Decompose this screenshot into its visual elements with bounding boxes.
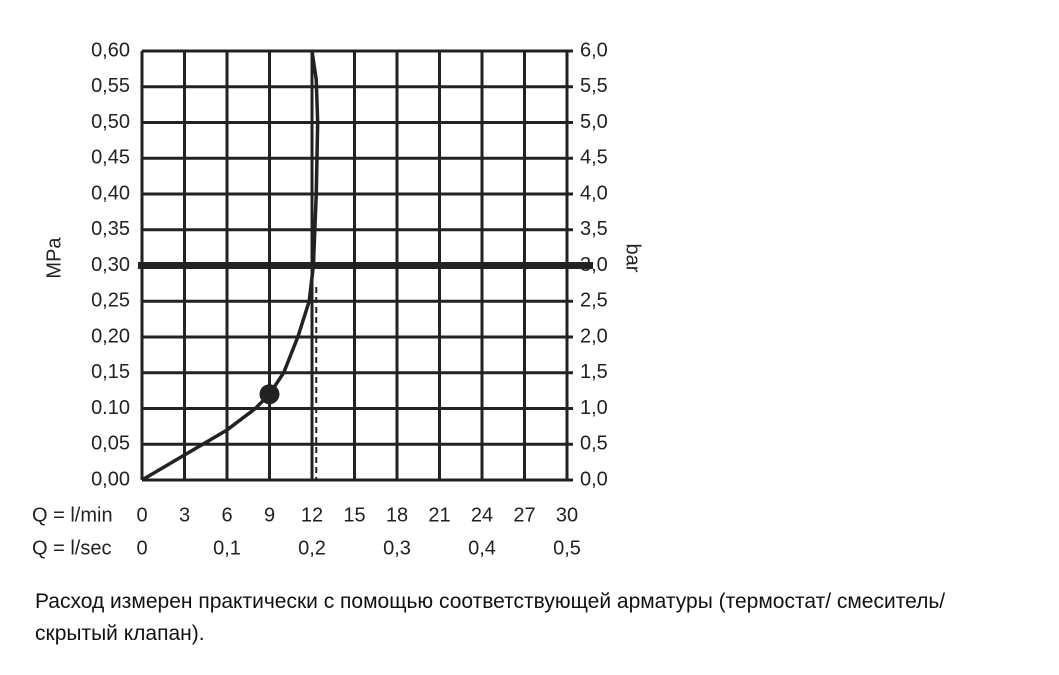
y-tick-label: 0,50 bbox=[91, 111, 130, 133]
y2-axis-title: bar bbox=[622, 244, 644, 273]
y2-tick-label: 5,0 bbox=[580, 111, 608, 133]
highlight-line bbox=[138, 262, 593, 269]
y2-tick-label: 5,5 bbox=[580, 75, 608, 97]
y-tick-label: 0,60 bbox=[91, 39, 130, 61]
y-tick-label: 0.10 bbox=[91, 397, 130, 419]
y-tick-label: 0,25 bbox=[91, 290, 130, 312]
y2-tick-label: 4,5 bbox=[580, 147, 608, 169]
x-tick-label: 15 bbox=[343, 504, 365, 526]
y-tick-label: 0,15 bbox=[91, 361, 130, 383]
y-tick-label: 0,45 bbox=[91, 147, 130, 169]
x-tick-label: 18 bbox=[386, 504, 408, 526]
x-tick-label: 12 bbox=[301, 504, 323, 526]
operating-point bbox=[259, 384, 280, 405]
note: Расход измерен практически с помощью соо… bbox=[35, 590, 946, 645]
y-axis-title: MPa bbox=[43, 237, 65, 279]
y2-tick-label: 6,0 bbox=[580, 39, 608, 61]
x2-axis-title: Q = l/sec bbox=[32, 537, 111, 559]
y-tick-label: 0,05 bbox=[91, 433, 130, 455]
y-tick-label: 0,55 bbox=[91, 75, 130, 97]
y-tick-label: 0,35 bbox=[91, 218, 130, 240]
x-tick-label: 9 bbox=[264, 504, 275, 526]
x2-tick-label: 0 bbox=[136, 537, 147, 559]
x-tick-label: 27 bbox=[513, 504, 535, 526]
y2-tick-label: 2,0 bbox=[580, 325, 608, 347]
y-tick-label: 0,00 bbox=[91, 468, 130, 490]
y-tick-label: 0,40 bbox=[91, 182, 130, 204]
x2-tick-label: 0,4 bbox=[468, 537, 496, 559]
x2-tick-label: 0,3 bbox=[383, 537, 411, 559]
x-tick-label: 6 bbox=[221, 504, 232, 526]
flow-curve bbox=[141, 50, 320, 482]
y-tick-label: 0,20 bbox=[91, 325, 130, 347]
x-tick-label: 21 bbox=[428, 504, 450, 526]
x2-tick-label: 0,5 bbox=[553, 537, 581, 559]
y2-tick-label: 1,5 bbox=[580, 361, 608, 383]
x-tick-label: 24 bbox=[471, 504, 493, 526]
y2-tick-label: 2,5 bbox=[580, 290, 608, 312]
x2-tick-label: 0,2 bbox=[298, 537, 326, 559]
y2-tick-label: 3,0 bbox=[580, 254, 608, 276]
y2-tick-label: 3,5 bbox=[580, 218, 608, 240]
y-tick-label: 0,30 bbox=[91, 254, 130, 276]
x-tick-label: 0 bbox=[136, 504, 147, 526]
y2-tick-label: 0,5 bbox=[580, 433, 608, 455]
x-tick-label: 30 bbox=[556, 504, 578, 526]
y2-tick-label: 4,0 bbox=[580, 182, 608, 204]
chart: MPa bar Q = l/min Q = l/sec 0,000,050.10… bbox=[32, 39, 644, 559]
x-tick-label: 3 bbox=[179, 504, 190, 526]
y2-tick-label: 1,0 bbox=[580, 397, 608, 419]
x2-tick-label: 0,1 bbox=[213, 537, 241, 559]
x-axis-title: Q = l/min bbox=[32, 504, 113, 526]
y2-tick-label: 0,0 bbox=[580, 468, 608, 490]
